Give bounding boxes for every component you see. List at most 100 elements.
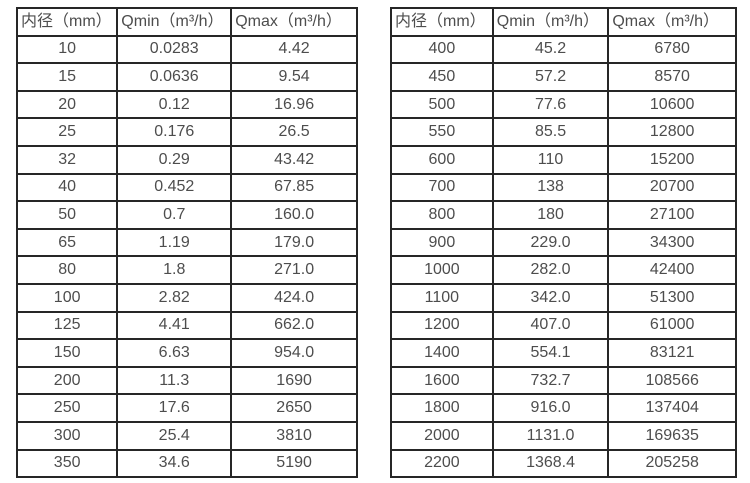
table-row: 1800 916.0 137404 <box>390 393 737 423</box>
table-cell: 137404 <box>607 393 737 423</box>
table-cell: 300 <box>15 420 119 451</box>
table-row: 600 110 15200 <box>390 144 737 175</box>
table-cell: 732.7 <box>491 365 610 396</box>
table-cell: 125 <box>15 310 119 341</box>
table-cell: 45.2 <box>491 34 610 65</box>
table-cell: 700 <box>390 172 494 203</box>
column-header: Qmax（m³/h） <box>230 7 358 37</box>
table-cell: 50 <box>15 200 119 230</box>
table-row: 450 57.2 8570 <box>390 62 737 92</box>
table-row: 800 180 27100 <box>390 200 737 230</box>
table-cell: 17.6 <box>116 393 233 423</box>
table-cell: 34.6 <box>116 448 233 479</box>
table-cell: 6780 <box>607 34 737 65</box>
table-cell: 65 <box>15 227 119 258</box>
table-cell: 16.96 <box>230 89 358 120</box>
table-cell: 342.0 <box>491 282 610 313</box>
column-header: Qmin（m³/h） <box>491 7 610 37</box>
table-cell: 900 <box>390 227 494 258</box>
table-cell: 9.54 <box>230 62 358 92</box>
table-row: 20 0.12 16.96 <box>15 89 358 120</box>
table-row: 550 85.5 12800 <box>390 117 737 147</box>
table-cell: 1131.0 <box>491 420 610 451</box>
table-cell: 662.0 <box>230 310 358 341</box>
table-cell: 1000 <box>390 255 494 285</box>
table-cell: 12800 <box>607 117 737 147</box>
table-cell: 1.8 <box>116 255 233 285</box>
table-row: 15 0.0636 9.54 <box>15 62 358 92</box>
table-cell: 110 <box>491 144 610 175</box>
column-header: Qmax（m³/h） <box>607 7 737 37</box>
table-cell: 150 <box>15 338 119 368</box>
table-cell: 600 <box>390 144 494 175</box>
table-cell: 20700 <box>607 172 737 203</box>
table-cell: 40 <box>15 172 119 203</box>
table-cell: 0.7 <box>116 200 233 230</box>
column-header: Qmin（m³/h） <box>116 7 233 37</box>
table-cell: 800 <box>390 200 494 230</box>
table-cell: 26.5 <box>230 117 358 147</box>
table-cell: 4.42 <box>230 34 358 65</box>
table-cell: 229.0 <box>491 227 610 258</box>
table-cell: 100 <box>15 282 119 313</box>
table-row: 1200 407.0 61000 <box>390 310 737 341</box>
table-row: 10 0.0283 4.42 <box>15 34 358 65</box>
table-row: 200 11.3 1690 <box>15 365 358 396</box>
table-row: 1400 554.1 83121 <box>390 338 737 368</box>
table-cell: 1800 <box>390 393 494 423</box>
table-cell: 5190 <box>230 448 358 479</box>
table-row: 125 4.41 662.0 <box>15 310 358 341</box>
column-header: 内径（mm） <box>390 7 494 37</box>
table-row: 1000 282.0 42400 <box>390 255 737 285</box>
table-row: 400 45.2 6780 <box>390 34 737 65</box>
table-cell: 282.0 <box>491 255 610 285</box>
table-row: 700 138 20700 <box>390 172 737 203</box>
table-row: 100 2.82 424.0 <box>15 282 358 313</box>
table-cell: 3810 <box>230 420 358 451</box>
table-row: 350 34.6 5190 <box>15 448 358 479</box>
table-cell: 1690 <box>230 365 358 396</box>
table-row: 250 17.6 2650 <box>15 393 358 423</box>
table-row: 65 1.19 179.0 <box>15 227 358 258</box>
table-cell: 15200 <box>607 144 737 175</box>
header-row: 内径（mm） Qmin（m³/h） Qmax（m³/h） <box>15 7 358 37</box>
table-cell: 51300 <box>607 282 737 313</box>
table-cell: 916.0 <box>491 393 610 423</box>
table-cell: 0.176 <box>116 117 233 147</box>
table-cell: 85.5 <box>491 117 610 147</box>
table-cell: 2200 <box>390 448 494 479</box>
table-row: 2000 1131.0 169635 <box>390 420 737 451</box>
table-cell: 0.12 <box>116 89 233 120</box>
table-cell: 25.4 <box>116 420 233 451</box>
flow-rate-table-dn10-350: 内径（mm） Qmin（m³/h） Qmax（m³/h） 10 0.0283 4.42 1… <box>15 7 358 479</box>
table-cell: 57.2 <box>491 62 610 92</box>
header-row: 内径（mm） Qmin（m³/h） Qmax（m³/h） <box>390 7 737 37</box>
table-row: 2200 1368.4 205258 <box>390 448 737 479</box>
table-row: 1100 342.0 51300 <box>390 282 737 313</box>
table-cell: 1100 <box>390 282 494 313</box>
table-cell: 205258 <box>607 448 737 479</box>
table-row: 32 0.29 43.42 <box>15 144 358 175</box>
table-cell: 34300 <box>607 227 737 258</box>
table-cell: 180 <box>491 200 610 230</box>
table-cell: 2000 <box>390 420 494 451</box>
table-cell: 1368.4 <box>491 448 610 479</box>
table-cell: 61000 <box>607 310 737 341</box>
table-cell: 250 <box>15 393 119 423</box>
table-cell: 0.0283 <box>116 34 233 65</box>
table-cell: 1600 <box>390 365 494 396</box>
table-cell: 407.0 <box>491 310 610 341</box>
table-cell: 27100 <box>607 200 737 230</box>
table-row: 500 77.6 10600 <box>390 89 737 120</box>
table-cell: 179.0 <box>230 227 358 258</box>
table-cell: 4.41 <box>116 310 233 341</box>
table-row: 40 0.452 67.85 <box>15 172 358 203</box>
table-cell: 80 <box>15 255 119 285</box>
table-cell: 160.0 <box>230 200 358 230</box>
table-cell: 169635 <box>607 420 737 451</box>
table-cell: 1.19 <box>116 227 233 258</box>
table-cell: 20 <box>15 89 119 120</box>
table-cell: 10 <box>15 34 119 65</box>
table-cell: 77.6 <box>491 89 610 120</box>
